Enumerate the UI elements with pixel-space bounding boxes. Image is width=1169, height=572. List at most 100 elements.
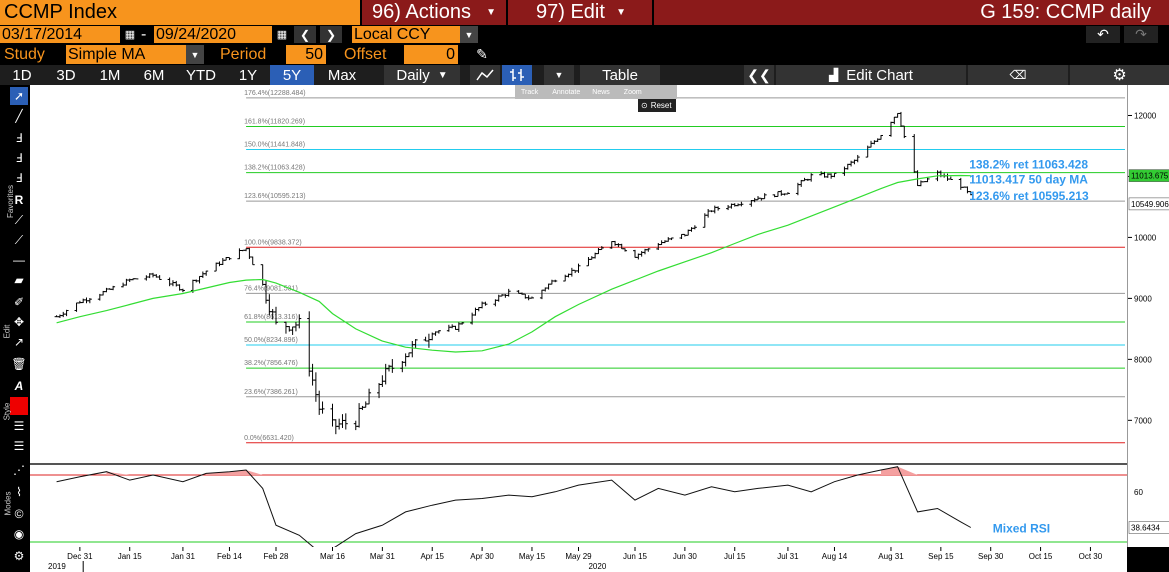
x-tick-label: Mar 31	[370, 552, 395, 561]
chart-edit-icon: ▟	[829, 68, 839, 82]
magnet-icon[interactable]: ⌇	[16, 485, 22, 499]
chart-annotation: 123.6% ret 10595.213	[969, 189, 1089, 203]
x-tick-label: Apr 30	[470, 552, 494, 561]
zoom-toggle[interactable]: Zoom	[623, 88, 642, 96]
undo-icon[interactable]: ↶	[1086, 26, 1120, 43]
trend-line-icon[interactable]: ⟋	[14, 212, 24, 227]
color-swatch[interactable]	[10, 397, 28, 415]
calendar-icon[interactable]: ▦	[124, 29, 136, 41]
period-label: Period	[220, 45, 267, 63]
chart-annotation: 11013.417 50 day MA	[969, 173, 1088, 187]
fib-label: 123.6%(10595.213)	[244, 193, 305, 200]
line-tool-icon[interactable]: ╱	[15, 109, 23, 123]
news-toggle[interactable]: News	[592, 88, 610, 96]
compare-icon[interactable]: ©	[14, 507, 24, 521]
x-tick-label: Jan 15	[118, 552, 143, 561]
chart-annotation: 138.2% ret 11063.428	[969, 158, 1088, 172]
rsi-value-label: 38.6434	[1131, 524, 1160, 533]
line-weight-icon[interactable]: ☰	[13, 419, 25, 433]
y-axis[interactable]: 70008000900010000110001200011013.6751054…	[1127, 85, 1169, 547]
range-3d[interactable]: 3D	[56, 66, 76, 84]
pane-divider[interactable]	[30, 463, 1169, 465]
actions-menu[interactable]: 96) Actions ▼	[362, 0, 506, 25]
fibonacci-icon[interactable]: Ⅎ	[15, 131, 23, 145]
drawing-toolbar: ➚ ╱ Ⅎ Ⅎ Ⅎ R ⟋ ⟋ ― ▰ ✐ ✥ ↗ 🗑 A ☰ ☰ ⋰ ⌇ © …	[0, 85, 30, 572]
y-tick-label: 10000	[1134, 233, 1157, 242]
reset-icon: ⊙	[641, 101, 648, 110]
end-date-field[interactable]: 09/24/2020	[154, 26, 272, 43]
fib-fan-icon[interactable]: Ⅎ	[15, 171, 23, 185]
date-dash: -	[141, 25, 147, 43]
retracement-icon[interactable]: R	[14, 193, 24, 207]
next-arrow-icon[interactable]: ❯	[320, 26, 342, 43]
end-date: 09/24/2020	[156, 25, 237, 43]
track-toggle[interactable]: Track	[521, 88, 539, 96]
study-label: Study	[4, 45, 45, 63]
horizontal-line-icon[interactable]: ―	[13, 253, 25, 267]
year-label: 2020	[588, 562, 606, 571]
settings-icon[interactable]: ⚙	[13, 549, 25, 563]
cursor-icon[interactable]: ➚	[10, 87, 28, 105]
chevron-down-icon: ▼	[486, 7, 496, 18]
trash-icon[interactable]: 🗑	[11, 357, 27, 371]
crosshair-icon[interactable]: ⋰	[13, 463, 25, 477]
palette-icon[interactable]: ◉	[13, 527, 25, 541]
range-5y[interactable]: 5Y	[270, 65, 314, 85]
offset-input[interactable]: 0	[404, 45, 458, 64]
edit-menu[interactable]: 97) Edit ▼	[508, 0, 652, 25]
pencil-icon[interactable]: ✎	[476, 46, 488, 62]
range-max[interactable]: Max	[327, 66, 357, 84]
channel-icon[interactable]: ▰	[14, 273, 24, 287]
x-tick-label: Dec 31	[67, 552, 93, 561]
currency-select[interactable]: Local CCY	[352, 26, 460, 43]
price-tag	[1128, 169, 1169, 182]
table-button[interactable]: Table	[580, 65, 660, 85]
chevron-down-icon[interactable]: ▼	[186, 45, 204, 64]
fib-label: 150.0%(11441.848)	[244, 142, 305, 149]
price-chart[interactable]: 0.0%(6631.420) 23.6%(7386.261) 38.2%(7856.…	[30, 85, 1127, 463]
brush-icon[interactable]: ✐	[13, 295, 25, 309]
date-controls: 03/17/2014 ▦ - 09/24/2020 ▦ ❮ ❯ Local CC…	[0, 25, 1169, 44]
x-tick-label: Aug 31	[878, 552, 904, 561]
move-icon[interactable]: ✥	[13, 315, 25, 329]
range-6m[interactable]: 6M	[143, 66, 165, 84]
y-tick-label: 8000	[1134, 355, 1152, 364]
reset-label: Reset	[650, 101, 672, 110]
period-input[interactable]: 50	[286, 45, 326, 64]
chevron-down-icon[interactable]: ▼	[460, 26, 478, 43]
range-1y[interactable]: 1Y	[238, 66, 258, 84]
fib-extension-icon[interactable]: Ⅎ	[15, 151, 23, 165]
edit-label: 97) Edit	[536, 1, 605, 23]
ray-icon[interactable]: ⟋	[14, 232, 24, 247]
prev-arrow-icon[interactable]: ❮	[294, 26, 316, 43]
line-chart-icon[interactable]	[470, 65, 500, 85]
line-style-icon[interactable]: ☰	[13, 439, 25, 453]
range-1d[interactable]: 1D	[12, 66, 32, 84]
offset-label: Offset	[344, 45, 387, 63]
edit-chart-button[interactable]: ▟ Edit Chart	[776, 65, 966, 85]
x-tick-label: Jul 31	[777, 552, 799, 561]
style-label: Style	[2, 402, 12, 421]
rsi-pane[interactable]: Mixed RSI	[30, 465, 1127, 553]
calendar-icon[interactable]: ▦	[276, 29, 288, 41]
study-select[interactable]: Simple MA	[66, 45, 186, 64]
bar-chart-icon[interactable]	[502, 65, 532, 85]
chevron-down-icon[interactable]: ▼	[544, 65, 574, 85]
collapse-icon[interactable]: ❮❮	[744, 65, 774, 85]
x-tick-label: Aug 14	[822, 552, 848, 561]
reset-button[interactable]: ⊙ Reset	[638, 99, 676, 112]
arrow-draw-icon[interactable]: ↗	[13, 335, 25, 349]
ticker-field[interactable]: CCMP Index	[0, 0, 360, 25]
text-style-icon[interactable]: A	[14, 379, 24, 393]
redo-icon[interactable]: ↷	[1124, 26, 1158, 43]
frequency-select[interactable]: Daily ▼	[384, 65, 460, 85]
gear-icon[interactable]: ⚙	[1070, 65, 1169, 85]
range-1m[interactable]: 1M	[99, 66, 121, 84]
annotate-toggle[interactable]: Annotate	[552, 88, 581, 96]
chevron-down-icon: ▼	[616, 7, 626, 18]
range-ytd[interactable]: YTD	[186, 66, 216, 84]
fib-label: 100.0%(9838.372)	[244, 239, 302, 246]
eraser-icon[interactable]: ⌫	[968, 65, 1068, 85]
start-date-field[interactable]: 03/17/2014	[0, 26, 120, 43]
x-tick-label: Jan 31	[171, 552, 196, 561]
